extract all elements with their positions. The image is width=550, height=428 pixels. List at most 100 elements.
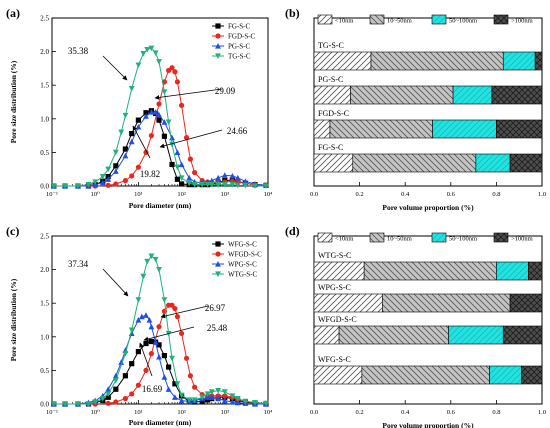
legend-label: TG-S-C [228,53,251,61]
plot-frame [51,17,269,187]
x-tick-label: 10⁴ [264,191,274,198]
data-point [135,348,141,355]
bar-segment-10nm [313,325,340,345]
panel-d-stacked-bar-chart: (d) 0.0 0.2 0.4 0.6 0.8 1.0 Pore volume proport… [285,224,546,428]
data-point [140,51,147,57]
x-tick-label: 0.0 [310,191,318,198]
data-point [105,400,111,406]
data-point [161,89,168,95]
bar-segment-10nm [313,261,365,281]
x-tick-label: 10⁴ [264,409,274,416]
bar-segment-10nm [313,293,383,313]
data-point [144,258,151,265]
data-point [156,59,162,65]
y-tick-label: 1.0 [40,333,49,341]
data-point [221,172,228,178]
data-point [113,386,119,392]
data-point [105,391,112,397]
data-point [135,297,142,303]
legend-swatch [493,14,509,25]
data-point [221,182,228,188]
data-point [161,119,168,125]
data-point [143,113,149,119]
x-tick-label: 0.2 [356,191,364,198]
legend-label: FGD-S-C [228,33,256,41]
data-point [208,182,215,188]
data-point [161,297,168,303]
data-point [229,398,236,405]
data-point [199,182,206,188]
annotation-arrow [159,129,223,149]
legend-label: WTG-S-C [228,271,257,279]
data-point [122,351,129,357]
legend-swatch [317,14,333,25]
x-tick-label: 10¹ [134,409,143,416]
data-point [229,182,236,188]
data-point [186,397,193,403]
series-line [53,47,267,187]
y-axis-label: Pore size distribution (%) [9,60,18,143]
data-point [105,166,112,173]
data-point [252,183,258,189]
category-label: WTG-S-C [318,251,351,260]
data-point [172,394,178,400]
data-point [99,179,106,186]
data-point [187,373,194,379]
data-point [169,302,175,308]
x-tick-label: 10⁰ [91,191,101,198]
annotation-label: 16.69 [142,384,163,394]
data-point [112,168,119,174]
legend-marker [215,241,221,247]
annotation-label: 24.66 [227,126,248,136]
x-tick-label: 0.8 [492,409,500,416]
data-point [165,119,172,126]
y-tick-label: 2.0 [40,266,49,274]
data-point [172,381,178,387]
panel-a-line-chart: (a) 10⁻¹ 10⁰ 10¹ 10² 10³ 10⁴ 0.0 0.5 1.0 1.5 2.0 2.5… [6,6,273,210]
y-tick-label: 2.5 [40,233,49,241]
bar-segment-10nm [313,85,351,105]
legend-label: <10nm [335,18,353,25]
legend-label: 50~100nm [449,18,477,25]
data-point [186,180,193,187]
legend-label: 50~100nm [449,236,477,243]
x-axis-label: Pore volume proportion (%) [382,203,474,212]
legend-marker [215,23,221,29]
legend-swatch [431,14,447,25]
legend-swatch [369,14,385,25]
data-point [92,399,99,405]
series-wtg-s-c [50,253,269,407]
data-point [174,79,181,85]
legend-marker [215,53,221,59]
bar-segment-1050nm [350,85,454,105]
data-point [242,178,249,184]
x-tick-label: 10³ [221,191,230,198]
legend-label: FG-S-C [228,23,251,31]
bar-segment-50100nm [432,119,497,139]
data-point [183,355,190,361]
data-point [179,181,185,187]
data-point [122,112,129,119]
data-point [252,400,258,406]
y-tick-label: 2.0 [40,48,49,56]
data-point [148,253,155,260]
data-point [169,134,175,141]
data-point [148,133,155,139]
category-label: TG-S-C [318,41,344,50]
annotation-label: 35.38 [68,46,89,56]
legend-label: WPG-S-C [228,261,257,269]
data-point [135,164,141,170]
data-point [156,111,162,118]
data-point [92,179,99,185]
data-point [229,393,236,399]
panel-b-stacked-bar-chart: (b) 0.0 0.2 0.4 0.6 0.8 1.0 Pore volume proport… [285,6,546,212]
data-point [122,373,128,379]
legend-swatch [431,232,447,243]
data-point [135,117,141,123]
annotation-label: 25.48 [207,323,228,333]
data-point [75,183,81,189]
data-point [191,397,198,403]
annotation-label: 26.97 [205,303,226,313]
x-tick-label: 10³ [221,409,230,416]
bar-segment-50100nm [502,51,536,71]
